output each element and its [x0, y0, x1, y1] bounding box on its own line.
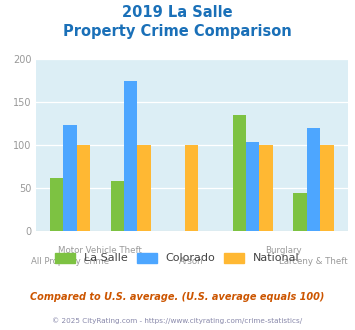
Bar — [294, 193, 307, 231]
Bar — [246, 142, 260, 231]
Text: Property Crime Comparison: Property Crime Comparison — [63, 24, 292, 39]
Bar — [185, 145, 198, 231]
Text: Compared to U.S. average. (U.S. average equals 100): Compared to U.S. average. (U.S. average … — [30, 292, 325, 302]
Text: Burglary: Burglary — [265, 247, 301, 255]
Text: Arson: Arson — [179, 257, 204, 266]
Text: Motor Vehicle Theft: Motor Vehicle Theft — [58, 247, 142, 255]
Bar — [124, 81, 137, 231]
Legend: La Salle, Colorado, National: La Salle, Colorado, National — [55, 253, 300, 263]
Text: Larceny & Theft: Larceny & Theft — [279, 257, 348, 266]
Bar — [63, 125, 77, 231]
Text: © 2025 CityRating.com - https://www.cityrating.com/crime-statistics/: © 2025 CityRating.com - https://www.city… — [53, 317, 302, 324]
Bar — [320, 145, 334, 231]
Bar — [233, 115, 246, 231]
Text: 2019 La Salle: 2019 La Salle — [122, 5, 233, 20]
Bar — [50, 178, 63, 231]
Bar — [77, 145, 90, 231]
Bar — [260, 145, 273, 231]
Bar — [111, 181, 124, 231]
Text: All Property Crime: All Property Crime — [31, 257, 109, 266]
Bar — [137, 145, 151, 231]
Bar — [307, 128, 320, 231]
